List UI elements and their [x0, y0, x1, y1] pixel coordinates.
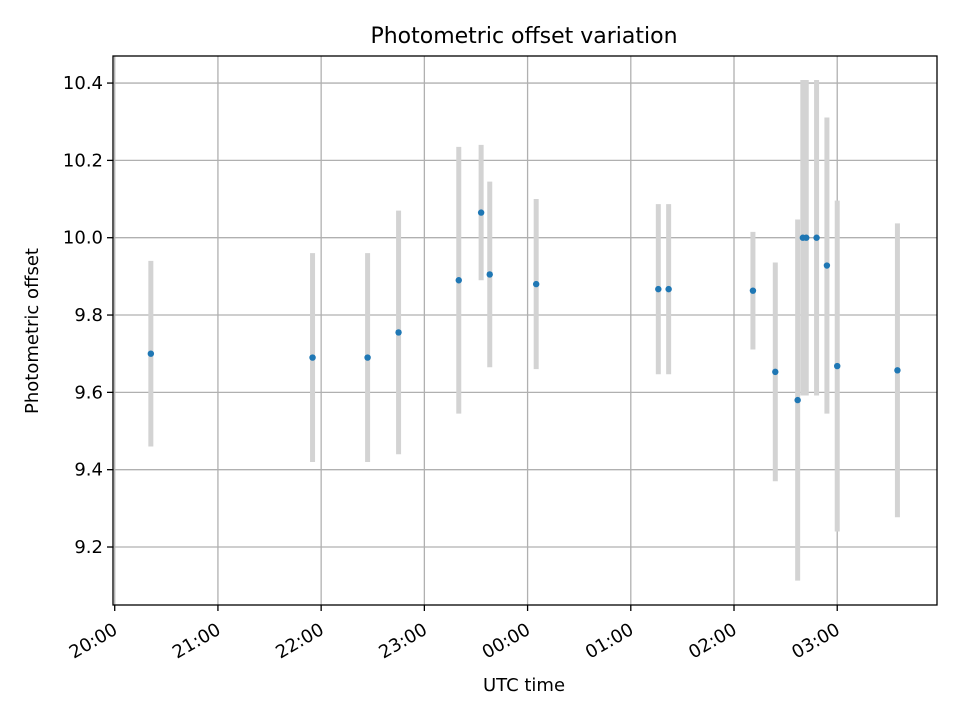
- y-tick-label: 10.4: [63, 73, 103, 94]
- y-tick-label: 9.2: [74, 537, 103, 558]
- data-point: [147, 350, 155, 357]
- y-tick-label: 9.6: [74, 382, 103, 403]
- data-points: [147, 209, 901, 404]
- data-point: [486, 271, 493, 278]
- x-axis-label: UTC time: [483, 675, 565, 696]
- data-point: [772, 368, 779, 376]
- data-point: [894, 367, 901, 374]
- data-point: [749, 287, 757, 294]
- data-point: [665, 285, 672, 293]
- data-point: [364, 354, 371, 361]
- chart-title: Photometric offset variation: [370, 24, 677, 49]
- data-point: [309, 354, 316, 361]
- y-tick-label: 10.2: [63, 150, 103, 171]
- y-axis-label: Photometric offset: [22, 248, 43, 414]
- data-point: [395, 329, 402, 336]
- data-point: [803, 234, 810, 241]
- y-tick-label: 10.0: [63, 228, 103, 249]
- y-tick-label: 9.8: [74, 305, 103, 326]
- data-point: [477, 209, 485, 216]
- data-point: [794, 396, 801, 404]
- plot-frame: [112, 55, 938, 606]
- data-point: [823, 262, 831, 269]
- data-point: [813, 234, 820, 241]
- y-axis-ticks: 9.2 9.4 9.6 9.8 10.0 10.2 10.4: [63, 73, 113, 558]
- data-point: [834, 362, 841, 370]
- data-point: [455, 277, 462, 284]
- y-tick-label: 9.4: [74, 460, 103, 481]
- data-point: [655, 285, 662, 293]
- data-point: [532, 280, 540, 288]
